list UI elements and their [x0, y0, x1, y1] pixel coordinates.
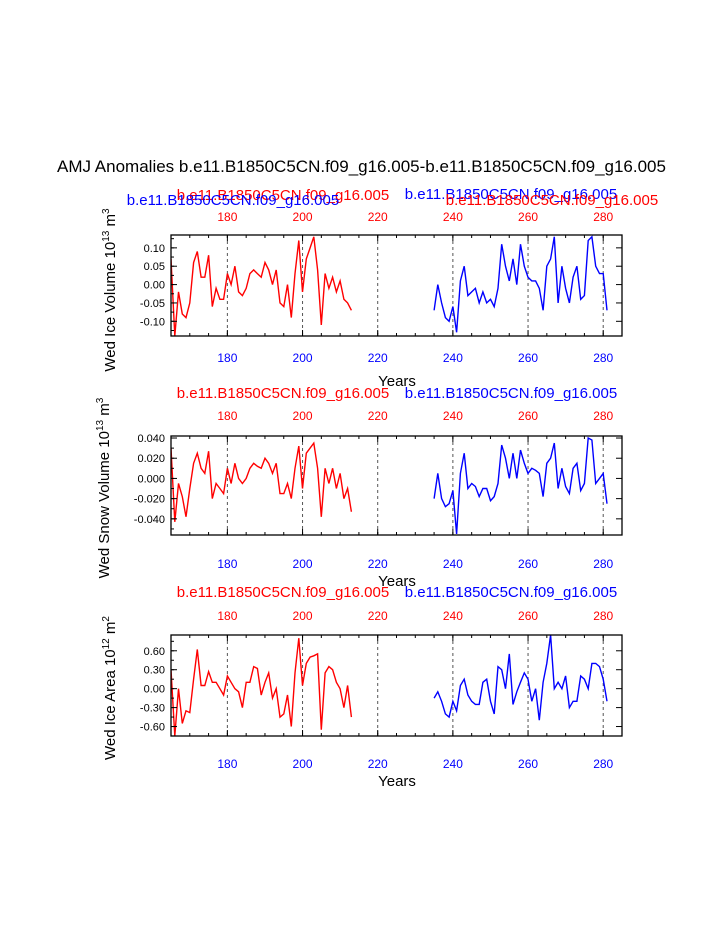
xtick-label-bottom: 220 — [368, 557, 388, 571]
xtick-label-bottom: 180 — [217, 557, 237, 571]
x-axis-title: Years — [378, 373, 416, 390]
ytick-label: 0.000 — [137, 473, 165, 485]
x-axis-title: Years — [378, 573, 416, 590]
xtick-label-top: 200 — [293, 210, 313, 224]
ytick-label: -0.30 — [140, 703, 165, 715]
xtick-label-top: 180 — [217, 210, 237, 224]
ytick-label: 0.10 — [144, 243, 165, 255]
xtick-label-top: 260 — [518, 409, 538, 423]
case-label: b.e11.B1850C5CN.f09_g16.005 — [177, 584, 389, 601]
xtick-label-top: 280 — [593, 609, 613, 623]
ytick-label: 0.040 — [137, 433, 165, 445]
ytick-label: 0.60 — [144, 646, 165, 658]
xtick-label-bottom: 180 — [217, 757, 237, 771]
case-label: b.e11.B1850C5CN.f09_g16.005 — [405, 186, 617, 203]
ice-volume-series-a-line — [171, 236, 353, 336]
xtick-label-top: 280 — [593, 409, 613, 423]
xtick-label-bottom: 200 — [293, 757, 313, 771]
xtick-label-top: 280 — [593, 210, 613, 224]
xtick-label-bottom: 180 — [217, 351, 237, 365]
xtick-label-top: 220 — [368, 609, 388, 623]
y-axis-title: Wed Snow Volume 1013 m3 — [95, 397, 113, 578]
ytick-label: -0.040 — [134, 514, 165, 526]
ice-volume-panel: 0.10 0.05 0.00 -0.05 -0.10 180 180 200 200 220 220… — [101, 186, 658, 390]
snow-volume-series-b-line — [433, 436, 608, 535]
case-label: b.e11.B1850C5CN.f09_g16.005 — [405, 584, 617, 601]
ice-volume-frame — [170, 234, 623, 337]
xtick-label-top: 180 — [217, 609, 237, 623]
xtick-label-bottom: 240 — [443, 351, 463, 365]
case-label: b.e11.B1850C5CN.f09_g16.005 — [177, 385, 389, 402]
case-label: b.e11.B1850C5CN.f09_g16.005 — [446, 192, 658, 209]
ytick-label: -0.60 — [140, 722, 165, 734]
xtick-label-bottom: 280 — [593, 557, 613, 571]
ytick-label: 0.00 — [144, 280, 165, 292]
xtick-label-bottom: 260 — [518, 351, 538, 365]
ytick-label: -0.020 — [134, 494, 165, 506]
snow-volume-series-a-line — [171, 441, 353, 522]
ice-area-series-b-line — [433, 635, 608, 721]
xtick-label-bottom: 220 — [368, 351, 388, 365]
case-label: b.e11.B1850C5CN.f09_g16.005 — [405, 385, 617, 402]
ytick-label: 0.30 — [144, 665, 165, 677]
xtick-label-top: 180 — [217, 409, 237, 423]
ytick-label: 0.00 — [144, 684, 165, 696]
ytick-label: 0.05 — [144, 261, 165, 273]
xtick-label-top: 240 — [443, 609, 463, 623]
x-axis-title: Years — [378, 773, 416, 790]
ice-volume-series-b-line — [433, 235, 608, 333]
snow-volume-panel: 0.040 0.020 0.000 -0.020 -0.040 180 180 200 200 2… — [95, 385, 623, 590]
xtick-label-bottom: 240 — [443, 757, 463, 771]
xtick-label-bottom: 280 — [593, 757, 613, 771]
xtick-label-top: 260 — [518, 210, 538, 224]
xtick-label-top: 240 — [443, 210, 463, 224]
xtick-label-top: 200 — [293, 409, 313, 423]
ice-area-series-a-line — [171, 638, 353, 736]
ice-area-panel: 0.60 0.30 0.00 -0.30 -0.60 180 180 200 200 220 220… — [101, 584, 623, 790]
figure-title: AMJ Anomalies b.e11.B1850C5CN.f09_g16.00… — [57, 157, 666, 176]
xtick-label-top: 220 — [368, 409, 388, 423]
ytick-label: -0.10 — [140, 316, 165, 328]
xtick-label-top: 200 — [293, 609, 313, 623]
xtick-label-bottom: 220 — [368, 757, 388, 771]
xtick-label-bottom: 240 — [443, 557, 463, 571]
ytick-label: -0.05 — [140, 298, 165, 310]
ytick-label: 0.020 — [137, 453, 165, 465]
xtick-label-bottom: 280 — [593, 351, 613, 365]
y-axis-title: Wed Ice Volume 1013 m3 — [101, 208, 119, 372]
xtick-label-top: 240 — [443, 409, 463, 423]
y-axis-title: Wed Ice Area 1012 m2 — [101, 616, 119, 760]
xtick-label-bottom: 260 — [518, 757, 538, 771]
case-label: b.e11.B1850C5CN.f09_g16.005 — [127, 192, 339, 209]
xtick-label-bottom: 200 — [293, 351, 313, 365]
case-label: b.e11.B1850C5CN.f09_g16.005 — [177, 187, 389, 204]
xtick-label-top: 260 — [518, 609, 538, 623]
xtick-label-bottom: 260 — [518, 557, 538, 571]
xtick-label-bottom: 200 — [293, 557, 313, 571]
xtick-label-top: 220 — [368, 210, 388, 224]
